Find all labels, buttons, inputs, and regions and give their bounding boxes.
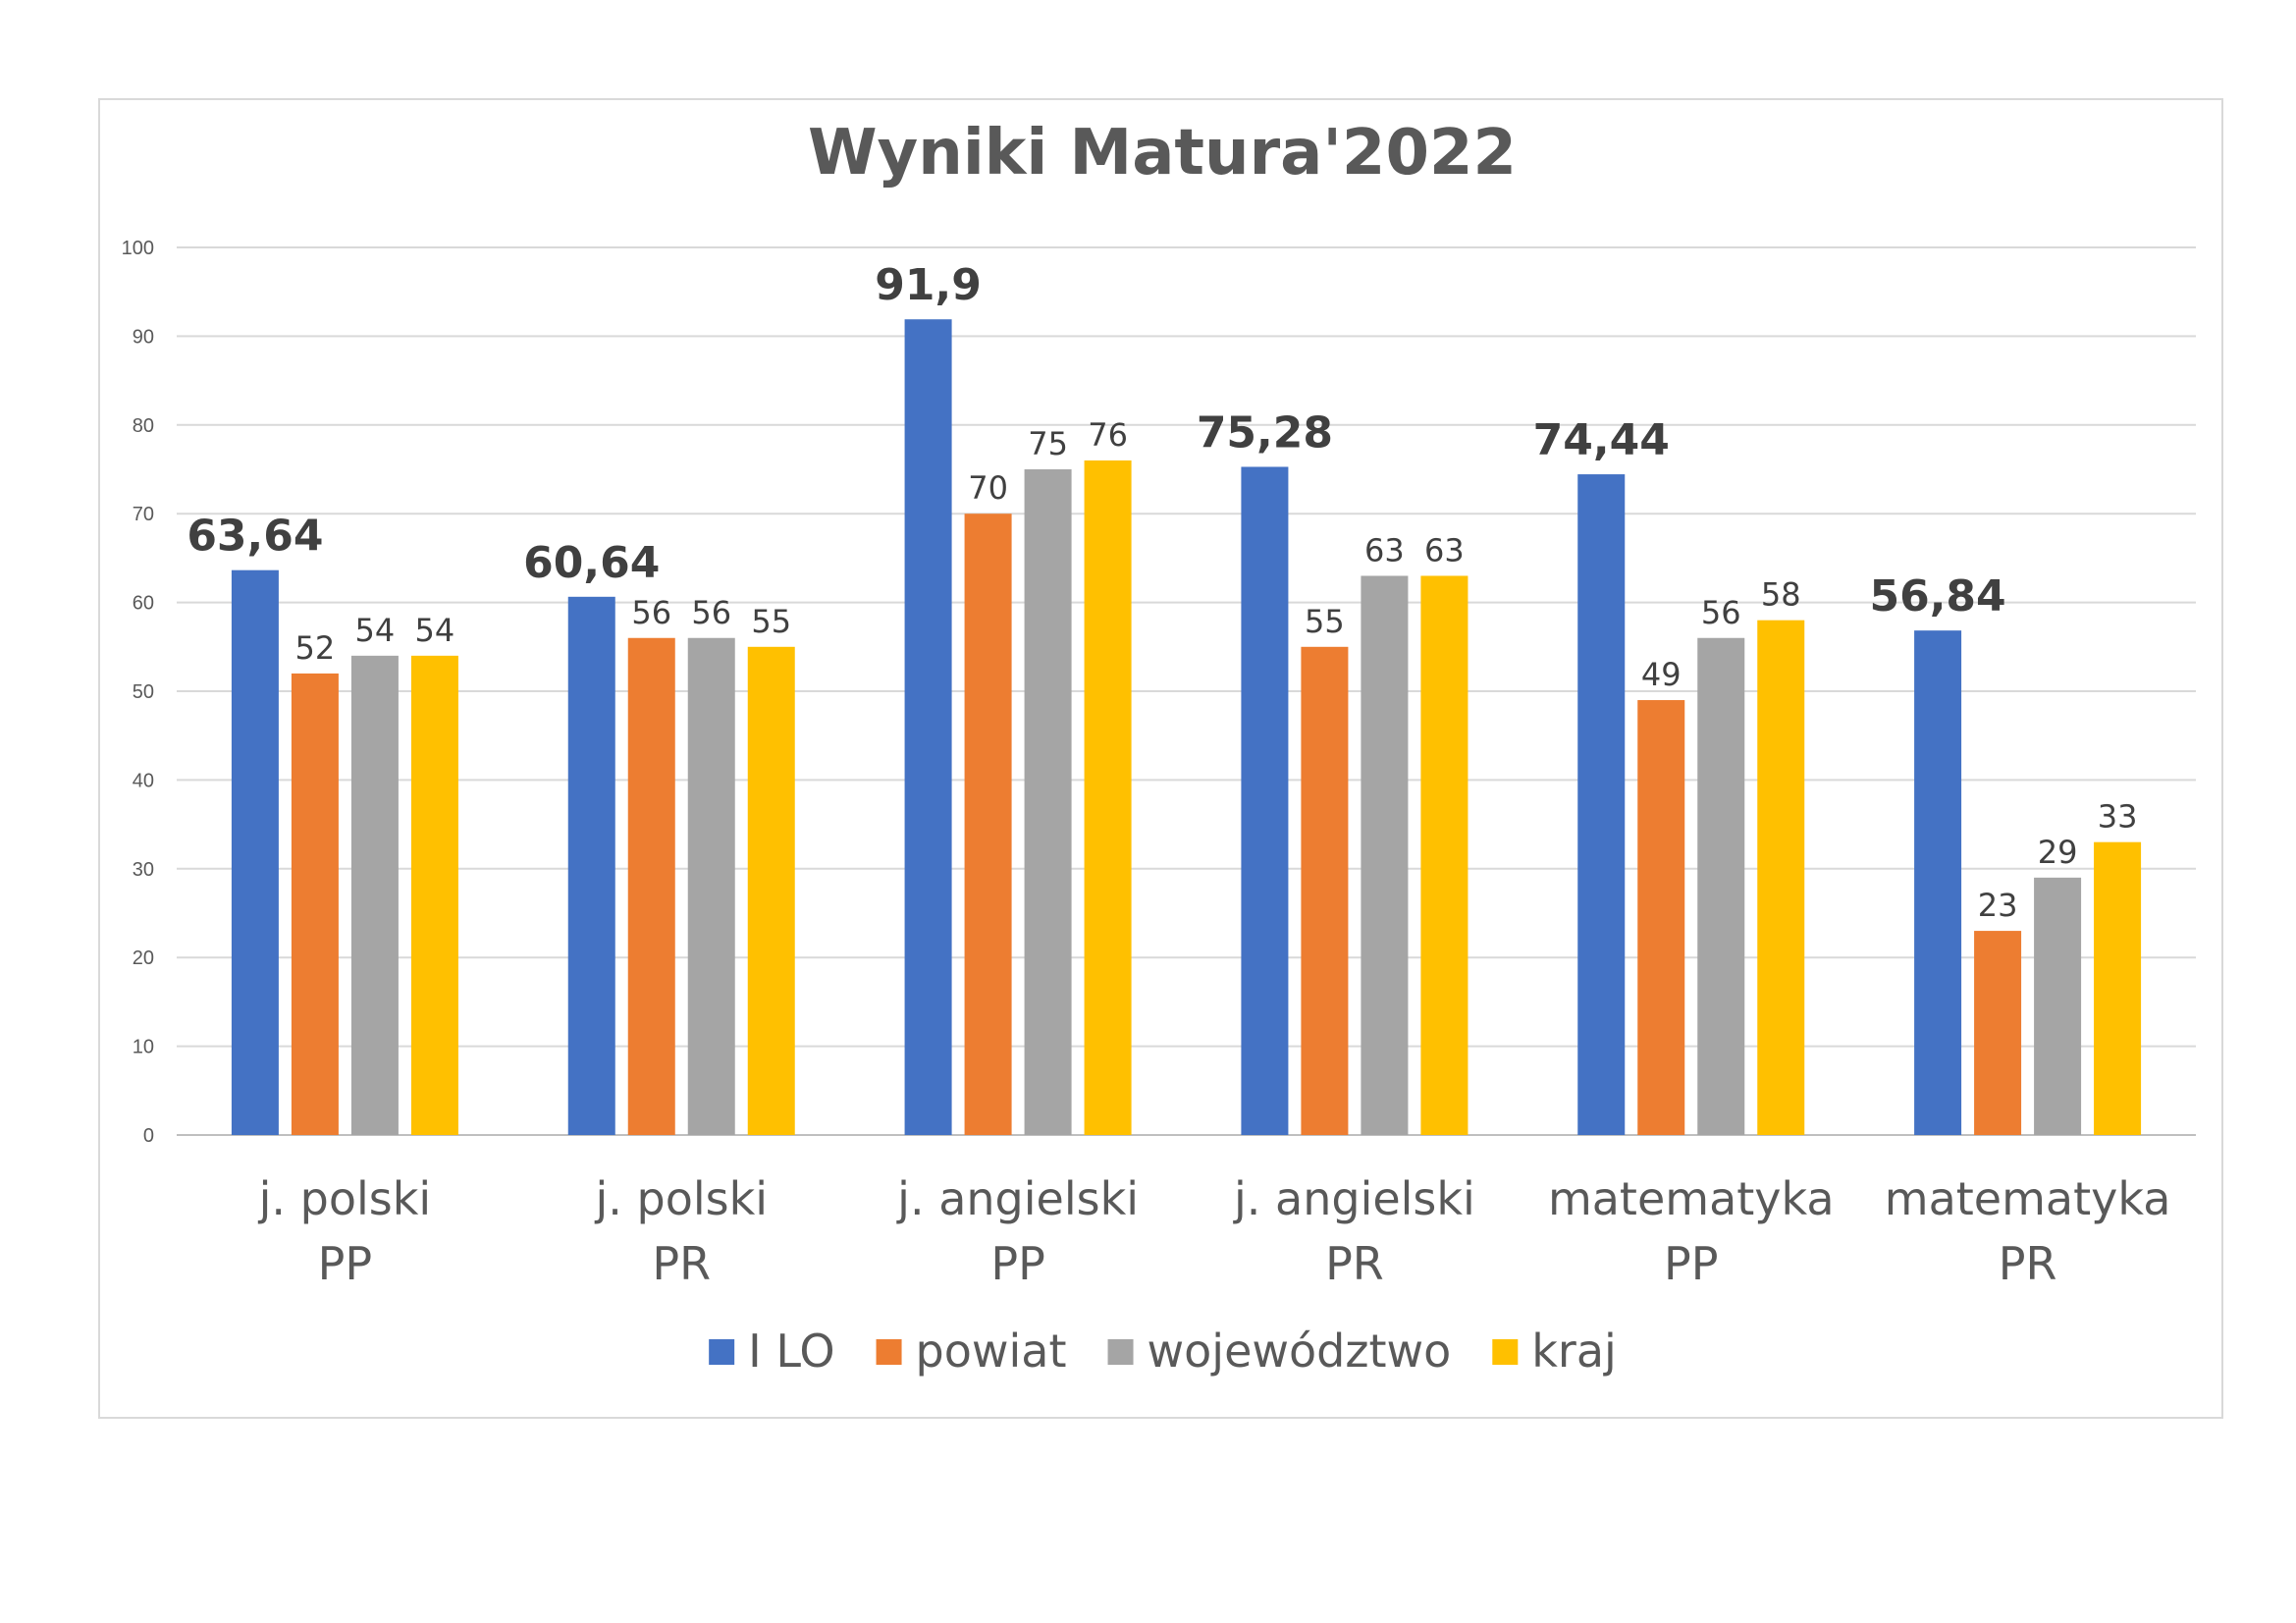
bar-kraj xyxy=(1757,620,1805,1135)
data-label: 58 xyxy=(1761,576,1801,614)
data-label: 74,44 xyxy=(1533,415,1670,465)
bar-kraj xyxy=(1084,460,1132,1136)
chart-frame: Wyniki Matura'2022 0 10 20 30 40 50 60 70 80 90 10… xyxy=(98,98,2223,1419)
legend-swatch xyxy=(1107,1339,1134,1365)
bar-powiat xyxy=(964,514,1012,1135)
x-category-label: j. polski xyxy=(594,1172,768,1225)
data-label: 55 xyxy=(751,603,791,640)
x-category-label: PR xyxy=(1325,1237,1384,1290)
data-label: 52 xyxy=(295,629,336,667)
bar-wojewdztwo xyxy=(2034,877,2082,1135)
bar-wojewdztwo xyxy=(687,637,735,1135)
x-category-label: matematyka xyxy=(1885,1172,2171,1225)
legend-swatch xyxy=(709,1339,735,1365)
x-category-label: PR xyxy=(1999,1237,2057,1290)
bar-powiat xyxy=(1974,931,2022,1135)
data-label: 75,28 xyxy=(1197,407,1333,458)
y-tick-label: 70 xyxy=(133,504,154,525)
y-tick-label: 60 xyxy=(133,593,154,615)
y-tick-label: 10 xyxy=(133,1037,154,1058)
data-label: 75 xyxy=(1028,425,1068,462)
x-axis: j. polski PP j. polski PR j. angielski PP j. a… xyxy=(258,1172,2171,1290)
bar-ilo xyxy=(904,319,952,1135)
data-label: 70 xyxy=(968,469,1008,507)
bar-kraj xyxy=(747,646,795,1135)
data-label: 63,64 xyxy=(187,512,323,562)
data-label: 56 xyxy=(691,594,731,631)
legend-swatch xyxy=(1492,1339,1519,1365)
x-category-label: PP xyxy=(1664,1237,1718,1290)
x-category-label: j. polski xyxy=(258,1172,432,1225)
x-category-label: j. angielski xyxy=(896,1172,1139,1225)
bar-kraj xyxy=(410,655,458,1135)
y-tick-label: 90 xyxy=(133,326,154,348)
data-label: 76 xyxy=(1088,416,1128,454)
data-label: 55 xyxy=(1305,603,1345,640)
y-axis: 0 10 20 30 40 50 60 70 80 90 100 xyxy=(122,238,154,1147)
bar-powiat xyxy=(627,637,675,1135)
bar-wojewdztwo xyxy=(1697,637,1745,1135)
bar-wojewdztwo xyxy=(1361,575,1409,1135)
bar-kraj xyxy=(2094,841,2142,1135)
bar-powiat xyxy=(291,673,339,1135)
x-category-label: matematyka xyxy=(1548,1172,1835,1225)
data-label: 56,84 xyxy=(1869,571,2005,622)
y-tick-label: 0 xyxy=(143,1125,154,1147)
y-tick-label: 50 xyxy=(133,681,154,703)
data-label: 91,9 xyxy=(875,260,982,310)
x-category-label: PP xyxy=(318,1237,372,1290)
grid-lines xyxy=(177,246,2196,1136)
y-tick-label: 30 xyxy=(133,859,154,881)
bar-powiat xyxy=(1637,700,1685,1135)
legend-label: województwo xyxy=(1148,1325,1452,1378)
data-label: 49 xyxy=(1641,656,1682,693)
data-label: 56 xyxy=(631,594,671,631)
data-label: 54 xyxy=(415,612,455,649)
data-label: 29 xyxy=(2038,834,2078,871)
legend-label: kraj xyxy=(1531,1325,1617,1378)
bar-ilo xyxy=(1914,630,1962,1135)
bar-kraj xyxy=(1420,575,1468,1135)
bar-powiat xyxy=(1301,646,1349,1135)
data-label: 54 xyxy=(355,612,396,649)
y-tick-label: 80 xyxy=(133,415,154,437)
data-label: 33 xyxy=(2098,798,2138,836)
data-label: 23 xyxy=(1978,887,2018,924)
y-tick-label: 20 xyxy=(133,947,154,969)
legend-label: I LO xyxy=(748,1325,834,1378)
bar-ilo xyxy=(1577,474,1626,1136)
data-label: 63 xyxy=(1364,531,1405,568)
y-tick-label: 100 xyxy=(122,238,154,259)
legend: I LO powiat województwo kraj xyxy=(709,1325,1617,1378)
bar-ilo xyxy=(567,596,615,1135)
chart-title: Wyniki Matura'2022 xyxy=(808,117,1517,189)
legend-swatch xyxy=(876,1339,902,1365)
x-category-label: PP xyxy=(990,1237,1044,1290)
data-label: 60,64 xyxy=(523,538,660,588)
x-category-label: j. angielski xyxy=(1233,1172,1475,1225)
bar-wojewdztwo xyxy=(1024,469,1072,1135)
x-category-label: PR xyxy=(652,1237,711,1290)
data-label: 63 xyxy=(1424,531,1465,568)
bar-chart: Wyniki Matura'2022 0 10 20 30 40 50 60 70 80 90 10… xyxy=(122,117,2196,1378)
bar-ilo xyxy=(231,569,279,1135)
legend-label: powiat xyxy=(916,1325,1067,1378)
data-labels: 63,64 52 54 54 60,64 56 56 55 91,9 70 75 76 75,28 55 6… xyxy=(187,260,2137,924)
bars xyxy=(231,319,2142,1136)
y-tick-label: 40 xyxy=(133,770,154,791)
bar-wojewdztwo xyxy=(350,655,399,1135)
data-label: 56 xyxy=(1701,594,1741,631)
bar-ilo xyxy=(1241,466,1289,1135)
